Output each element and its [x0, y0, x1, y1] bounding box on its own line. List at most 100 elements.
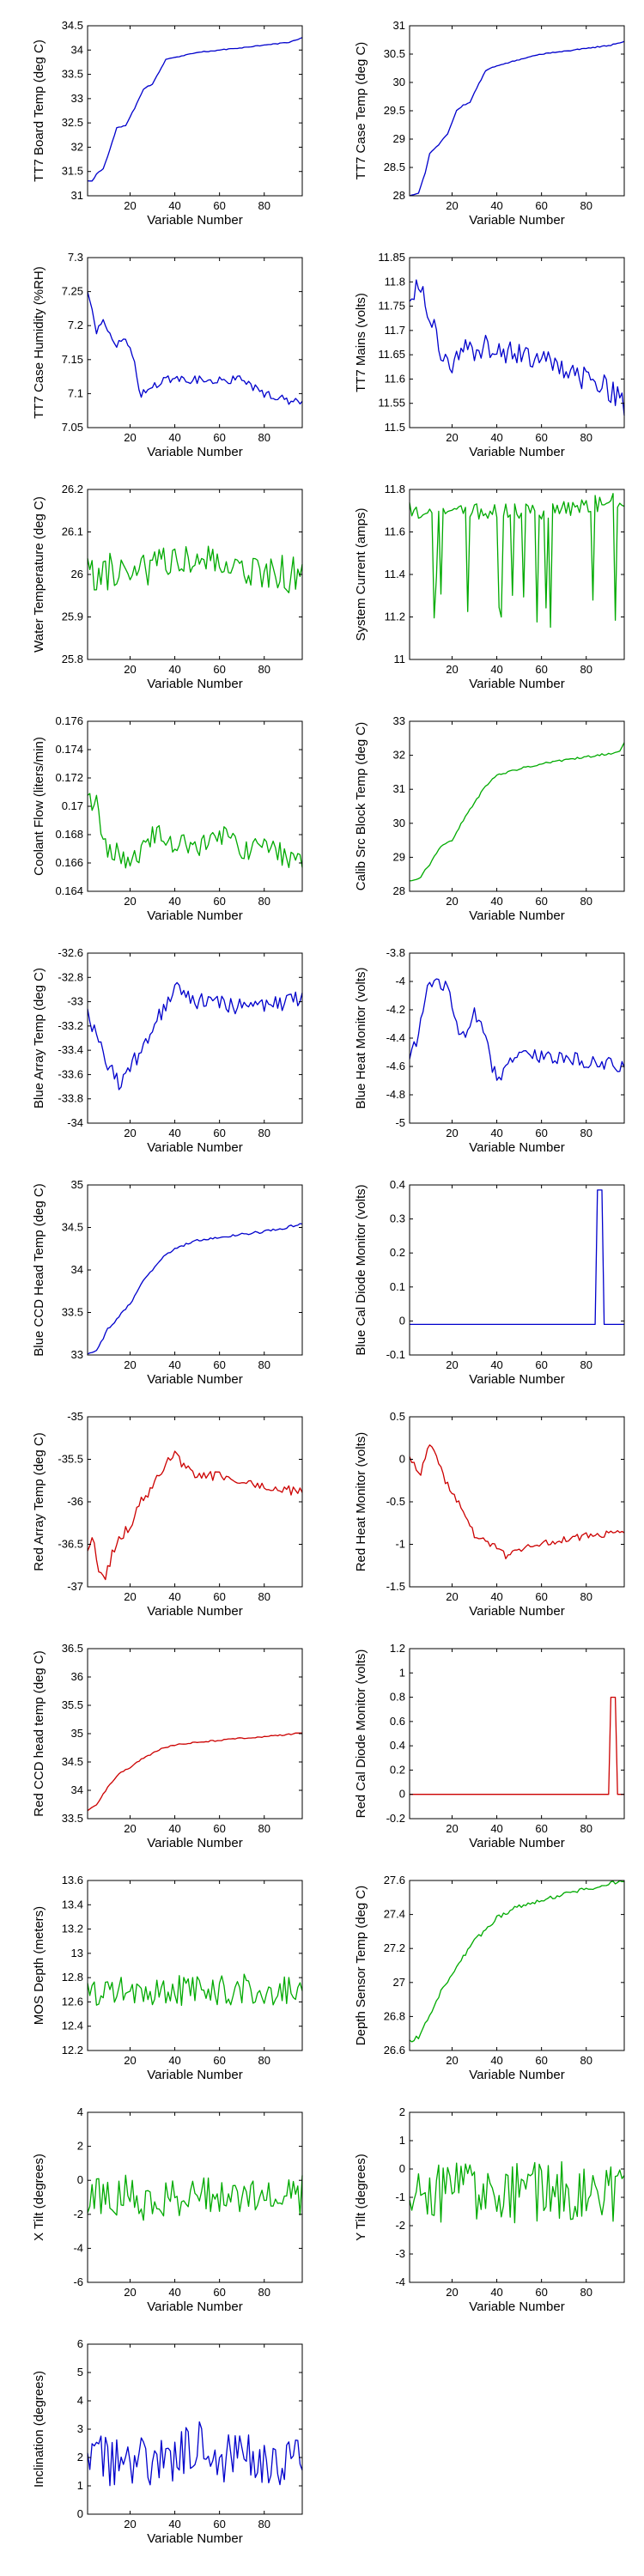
chart-panel: 20 40 60 80 -0.2 0 0.2 0.4 0.6 0.8 1 1.2 Variable Nu…: [322, 1623, 644, 1855]
y-axis-label: Blue Array Temp (deg C): [32, 968, 46, 1109]
x-tick-label: 60: [213, 663, 225, 676]
x-tick-label: 60: [213, 431, 225, 444]
x-tick-label: 40: [168, 2286, 180, 2299]
y-tick-label: 1: [399, 2134, 405, 2147]
y-tick-label: -33: [67, 995, 83, 1008]
x-tick-label: 80: [258, 2286, 270, 2299]
y-tick-label: -36.5: [58, 1538, 83, 1551]
series-line: [87, 37, 303, 182]
x-tick-label: 60: [213, 1127, 225, 1139]
x-tick-label: 20: [446, 431, 458, 444]
series-line: [409, 1444, 625, 1559]
x-tick-label: 40: [490, 895, 502, 908]
y-tick-label: 32.5: [62, 116, 83, 129]
plot-area: [88, 26, 302, 196]
y-axis-label: Inclination (degrees): [32, 2371, 46, 2488]
x-tick-label: 20: [446, 2054, 458, 2067]
x-tick-label: 60: [535, 199, 547, 212]
y-tick-label: 7.15: [62, 353, 83, 366]
series-line: [409, 493, 625, 629]
x-tick-label: 80: [580, 1127, 592, 1139]
y-tick-label: 27.6: [384, 1874, 405, 1886]
chart-svg: 20 40 60 80 28 28.5 29 29.5 30 30.5 31 Variable Num…: [354, 19, 625, 228]
chart-panel: 20 40 60 80 28 28.5 29 29.5 30 30.5 31 Variable Num…: [322, 0, 644, 232]
x-tick-label: 40: [168, 2054, 180, 2067]
chart-panel: 20 40 60 80 31 31.5 32 32.5 33 33.5 34 34.5 Variable…: [0, 0, 322, 232]
y-tick-label: -35.5: [58, 1453, 83, 1466]
y-tick-label: -35: [67, 1410, 83, 1423]
y-tick-label: 29: [393, 132, 405, 145]
y-tick-label: -32.6: [58, 946, 83, 959]
y-tick-label: 27.4: [384, 1908, 405, 1921]
y-tick-label: 11.7: [385, 324, 405, 337]
series-line: [87, 981, 303, 1091]
y-tick-label: 0.164: [55, 884, 83, 897]
y-tick-label: 30: [393, 817, 405, 829]
x-tick-label: 80: [580, 663, 592, 676]
y-tick-label: 11.65: [378, 348, 405, 361]
plot-area: [88, 1649, 302, 1819]
y-tick-label: 36.5: [62, 1642, 83, 1655]
y-axis-label: Blue CCD Head Temp (deg C): [32, 1183, 46, 1356]
chart-panel: 20 40 60 80 -37 -36.5 -36 -35.5 -35 Variable Numb…: [0, 1391, 322, 1623]
y-tick-label: 35.5: [62, 1698, 83, 1711]
x-tick-label: 80: [258, 1822, 270, 1835]
y-tick-label: 11.8: [385, 483, 405, 495]
y-tick-label: 0.166: [55, 856, 83, 869]
series-line: [87, 291, 303, 405]
y-axis-label: Depth Sensor Temp (deg C): [354, 1886, 368, 2045]
y-tick-label: 0: [399, 1788, 405, 1801]
y-tick-label: 32: [393, 749, 405, 762]
plot-area: [88, 258, 302, 428]
y-tick-label: -33.2: [58, 1019, 83, 1032]
x-tick-label: 80: [580, 199, 592, 212]
chart-panel: 20 40 60 80 11 11.2 11.4 11.6 11.8 Variable Numbe…: [322, 464, 644, 696]
y-tick-label: 26.8: [384, 2009, 405, 2022]
x-axis-label: Variable Number: [469, 445, 564, 459]
y-tick-label: 7.1: [68, 386, 83, 399]
x-tick-label: 20: [124, 2518, 136, 2530]
x-tick-label: 60: [535, 431, 547, 444]
x-tick-label: 20: [124, 1127, 136, 1139]
y-tick-label: 4: [77, 2105, 83, 2118]
chart-svg: 20 40 60 80 7.05 7.1 7.15 7.2 7.25 7.3 Variable Nu…: [32, 251, 303, 459]
y-tick-label: -1: [395, 2190, 405, 2203]
plot-area: [410, 258, 624, 428]
chart-panel: 20 40 60 80 -6 -4 -2 0 2 4 Variable Number X Tilt (…: [0, 2087, 322, 2318]
x-tick-label: 80: [258, 431, 270, 444]
y-tick-label: 0.176: [55, 714, 83, 727]
y-tick-label: -34: [67, 1116, 83, 1129]
chart-panel: 20 40 60 80 12.2 12.4 12.6 12.8 13 13.2 13.4 13.6 Va…: [0, 1855, 322, 2087]
x-axis-label: Variable Number: [469, 1140, 564, 1155]
chart-svg: 20 40 60 80 -6 -4 -2 0 2 4 Variable Number X Tilt (…: [32, 2105, 303, 2314]
y-axis-label: TT7 Case Humidity (%RH): [32, 266, 46, 419]
chart-panel: 20 40 60 80 28 29 30 31 32 33 Variable Number Calib…: [322, 696, 644, 927]
y-tick-label: 7.2: [68, 319, 83, 331]
y-tick-label: 0: [399, 2162, 405, 2175]
y-tick-label: 26.6: [384, 2044, 405, 2057]
y-tick-label: 35: [71, 1727, 83, 1740]
x-tick-label: 60: [535, 1822, 547, 1835]
chart-panel: 20 40 60 80 33.5 34 34.5 35 35.5 36 36.5 Variable N…: [0, 1623, 322, 1855]
x-axis-label: Variable Number: [147, 213, 242, 228]
x-axis-label: Variable Number: [147, 677, 242, 691]
series-line: [409, 2160, 625, 2224]
y-axis-label: Red Array Temp (deg C): [32, 1432, 46, 1571]
y-tick-label: 33.5: [62, 1306, 83, 1319]
y-tick-label: 11.75: [378, 300, 405, 313]
series-line: [87, 1973, 303, 2007]
y-tick-label: -5: [395, 1116, 405, 1129]
chart-panel: 20 40 60 80 25.8 25.9 26 26.1 26.2 Variable Numbe…: [0, 464, 322, 696]
x-tick-label: 80: [258, 1127, 270, 1139]
x-tick-label: 40: [168, 431, 180, 444]
y-axis-label: TT7 Case Temp (deg C): [354, 42, 368, 180]
plot-area: [88, 2344, 302, 2514]
plot-area: [410, 953, 624, 1123]
axes-frame: [87, 952, 303, 1124]
x-tick-label: 60: [535, 2286, 547, 2299]
y-tick-label: 12.6: [62, 1995, 83, 2008]
x-tick-label: 40: [168, 199, 180, 212]
x-axis-label: Variable Number: [147, 1372, 242, 1387]
y-tick-label: 0.2: [390, 1763, 405, 1776]
y-tick-label: 0.168: [55, 828, 83, 841]
